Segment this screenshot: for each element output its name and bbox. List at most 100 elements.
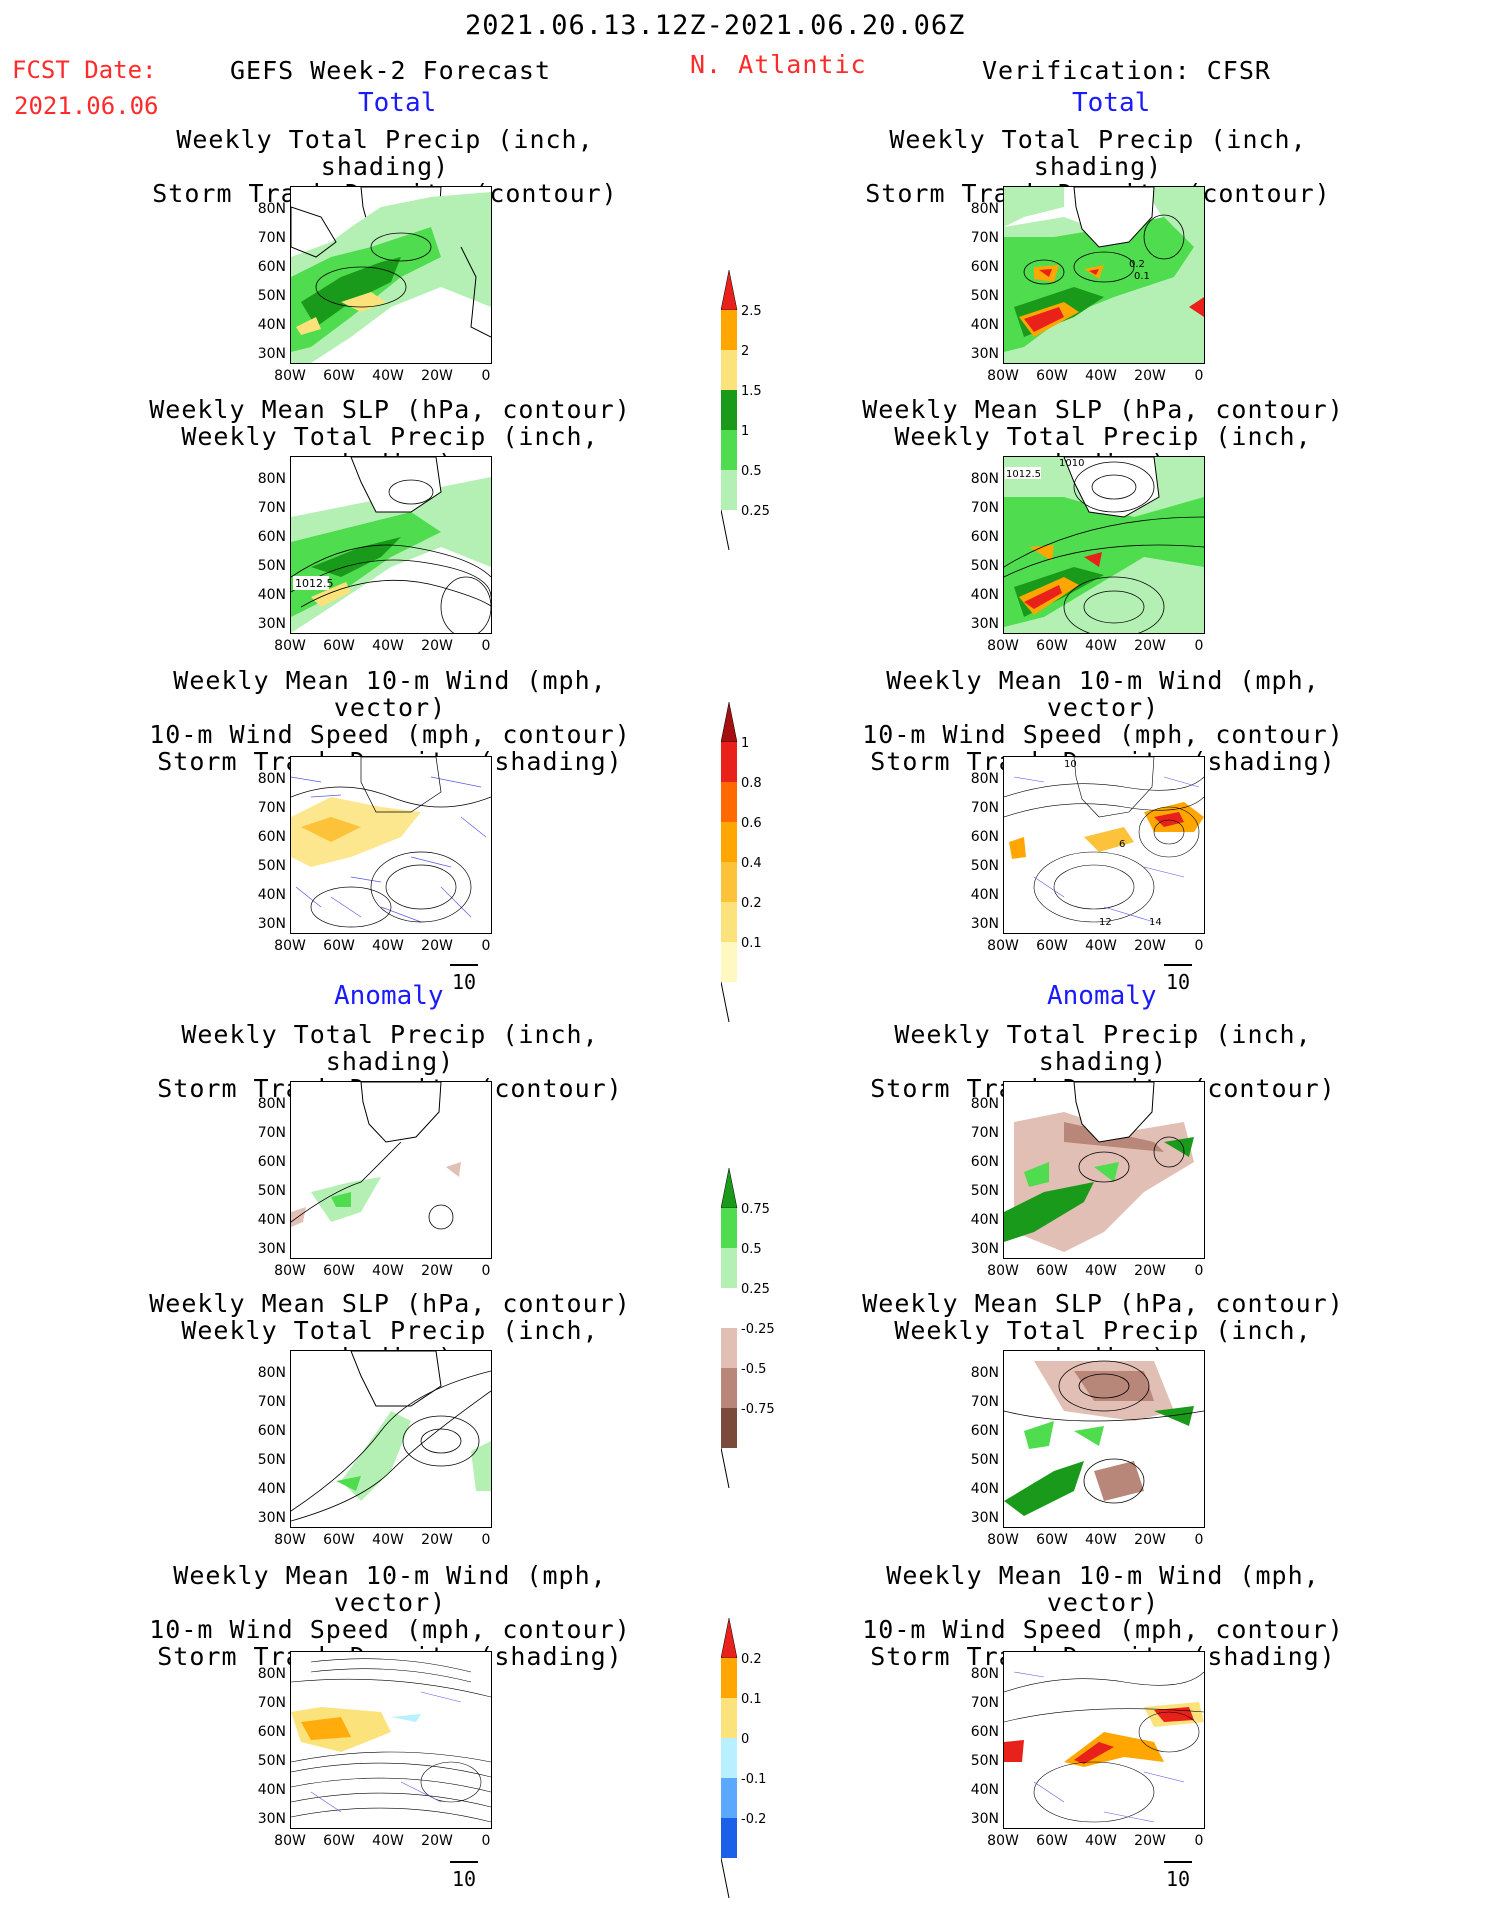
contour-label: 10 <box>1064 759 1077 770</box>
lon-tick-label: 0 <box>1194 1532 1204 1548</box>
lon-tick-label: 60W <box>1036 1833 1068 1849</box>
map-ver-wind-anom <box>1003 1651 1205 1829</box>
contour-label: 1012.5 <box>1006 469 1041 480</box>
contour-label: 0.1 <box>1134 271 1150 282</box>
colorbar-segment <box>721 1208 737 1248</box>
lon-tick-label: 60W <box>1036 368 1068 384</box>
lat-tick-label: 50N <box>257 1452 286 1468</box>
lat-tick-label: 70N <box>257 800 286 816</box>
lon-tick-label: 60W <box>323 1532 355 1548</box>
lon-tick-label: 0 <box>481 638 491 654</box>
colorbar-label: 0.5 <box>741 464 762 479</box>
colorbar-label: -0.75 <box>741 1402 775 1417</box>
lat-tick-label: 40N <box>970 1212 999 1228</box>
colorbar-segment <box>721 470 737 510</box>
lat-tick-label: 30N <box>970 1510 999 1526</box>
lat-tick-label: 40N <box>257 1782 286 1798</box>
lon-tick-label: 60W <box>1036 938 1068 954</box>
lat-tick-label: 30N <box>970 616 999 632</box>
lat-tick-label: 60N <box>257 1154 286 1170</box>
colorbar-tail <box>720 981 730 1023</box>
lon-tick-label: 20W <box>421 1263 453 1279</box>
colorbar-graphic: 0.2 0.1 0 -0.1 -0.2 <box>720 1617 766 1899</box>
map-ver-slp-anom <box>1003 1350 1205 1528</box>
lat-tick-label: 60N <box>257 259 286 275</box>
colorbar-segment <box>721 1818 737 1858</box>
lon-tick-label: 40W <box>1085 1263 1117 1279</box>
left-total-label: Total <box>358 88 437 118</box>
colorbar-label: -0.1 <box>741 1772 766 1787</box>
colorbar-segment <box>721 310 737 350</box>
lat-tick-label: 80N <box>970 1365 999 1381</box>
map-ver-precip-anom <box>1003 1081 1205 1259</box>
lon-tick-label: 20W <box>421 1532 453 1548</box>
lat-tick-label: 50N <box>970 1753 999 1769</box>
lon-tick-label: 0 <box>1194 368 1204 384</box>
lat-tick-label: 50N <box>970 1452 999 1468</box>
title-fcst-precip-total: Weekly Total Precip (inch, shading) Storm… <box>152 125 618 208</box>
vector-ref-label: 10 <box>452 970 477 994</box>
colorbar-label: 0.1 <box>741 936 762 951</box>
colorbar-segment <box>721 862 737 902</box>
colorbar-label: -0.2 <box>741 1812 766 1827</box>
lon-tick-label: 60W <box>323 368 355 384</box>
lat-tick-label: 30N <box>970 1811 999 1827</box>
lat-tick-label: 80N <box>257 1365 286 1381</box>
lat-tick-label: 60N <box>970 529 999 545</box>
title-fcst-wind-anom: Weekly Mean 10-m Wind (mph, vector) 10-m … <box>149 1561 631 1671</box>
lon-tick-label: 80W <box>274 638 306 654</box>
colorbar-cap-top <box>720 701 738 743</box>
lat-tick-label: 40N <box>970 887 999 903</box>
lon-tick-label: 0 <box>1194 938 1204 954</box>
lat-tick-label: 80N <box>257 771 286 787</box>
lon-tick-label: 40W <box>372 368 404 384</box>
colorbar-tail <box>720 1447 730 1489</box>
lat-tick-label: 50N <box>257 558 286 574</box>
lat-tick-label: 60N <box>257 1724 286 1740</box>
lon-tick-label: 80W <box>987 938 1019 954</box>
lat-tick-label: 40N <box>970 1782 999 1798</box>
lat-tick-label: 50N <box>257 288 286 304</box>
vector-ref-label: 10 <box>452 1867 477 1891</box>
lon-tick-label: 20W <box>421 368 453 384</box>
left-column-title: GEFS Week-2 Forecast <box>230 56 552 85</box>
colorbar-graphic: 2.5 2 1.5 1 0.5 0.25 <box>720 269 770 551</box>
lon-tick-label: 0 <box>1194 1263 1204 1279</box>
lat-tick-label: 50N <box>257 858 286 874</box>
lon-tick-label: 40W <box>1085 1532 1117 1548</box>
lon-tick-label: 60W <box>1036 1532 1068 1548</box>
fcst-date-value: 2021.06.06 <box>14 92 159 120</box>
lon-tick-label: 0 <box>481 1833 491 1849</box>
colorbar-segment <box>721 1658 737 1698</box>
lon-tick-label: 40W <box>372 638 404 654</box>
lon-tick-label: 20W <box>1134 938 1166 954</box>
colorbar-precip-total: 2.5 2 1.5 1 0.5 0.25 <box>720 269 791 564</box>
lat-tick-label: 70N <box>257 230 286 246</box>
colorbar-segment <box>721 822 737 862</box>
lat-tick-label: 80N <box>970 1666 999 1682</box>
lon-tick-label: 80W <box>987 638 1019 654</box>
lat-tick-label: 70N <box>970 800 999 816</box>
lat-tick-label: 40N <box>970 1481 999 1497</box>
lat-tick-label: 80N <box>257 201 286 217</box>
colorbar-segment <box>721 1698 737 1738</box>
map-ver-slp-total: 1012.5 1010 <box>1003 456 1205 634</box>
left-anomaly-label: Anomaly <box>334 981 444 1011</box>
colorbar-segment <box>721 1368 737 1408</box>
colorbar-label: 0.2 <box>741 896 762 911</box>
colorbar-segment <box>721 1408 737 1448</box>
lat-tick-label: 40N <box>970 317 999 333</box>
lat-tick-label: 40N <box>257 587 286 603</box>
lat-tick-label: 50N <box>257 1183 286 1199</box>
right-anomaly-label: Anomaly <box>1047 981 1157 1011</box>
lon-tick-label: 40W <box>372 938 404 954</box>
colorbar-tail <box>720 1857 730 1899</box>
contour-label: 0.2 <box>1129 259 1145 270</box>
lat-tick-label: 70N <box>970 1125 999 1141</box>
lat-tick-label: 70N <box>970 1695 999 1711</box>
lat-tick-label: 70N <box>970 1394 999 1410</box>
lon-tick-label: 60W <box>323 938 355 954</box>
lat-tick-label: 40N <box>257 1481 286 1497</box>
lat-tick-label: 60N <box>970 1154 999 1170</box>
lat-tick-label: 40N <box>970 587 999 603</box>
